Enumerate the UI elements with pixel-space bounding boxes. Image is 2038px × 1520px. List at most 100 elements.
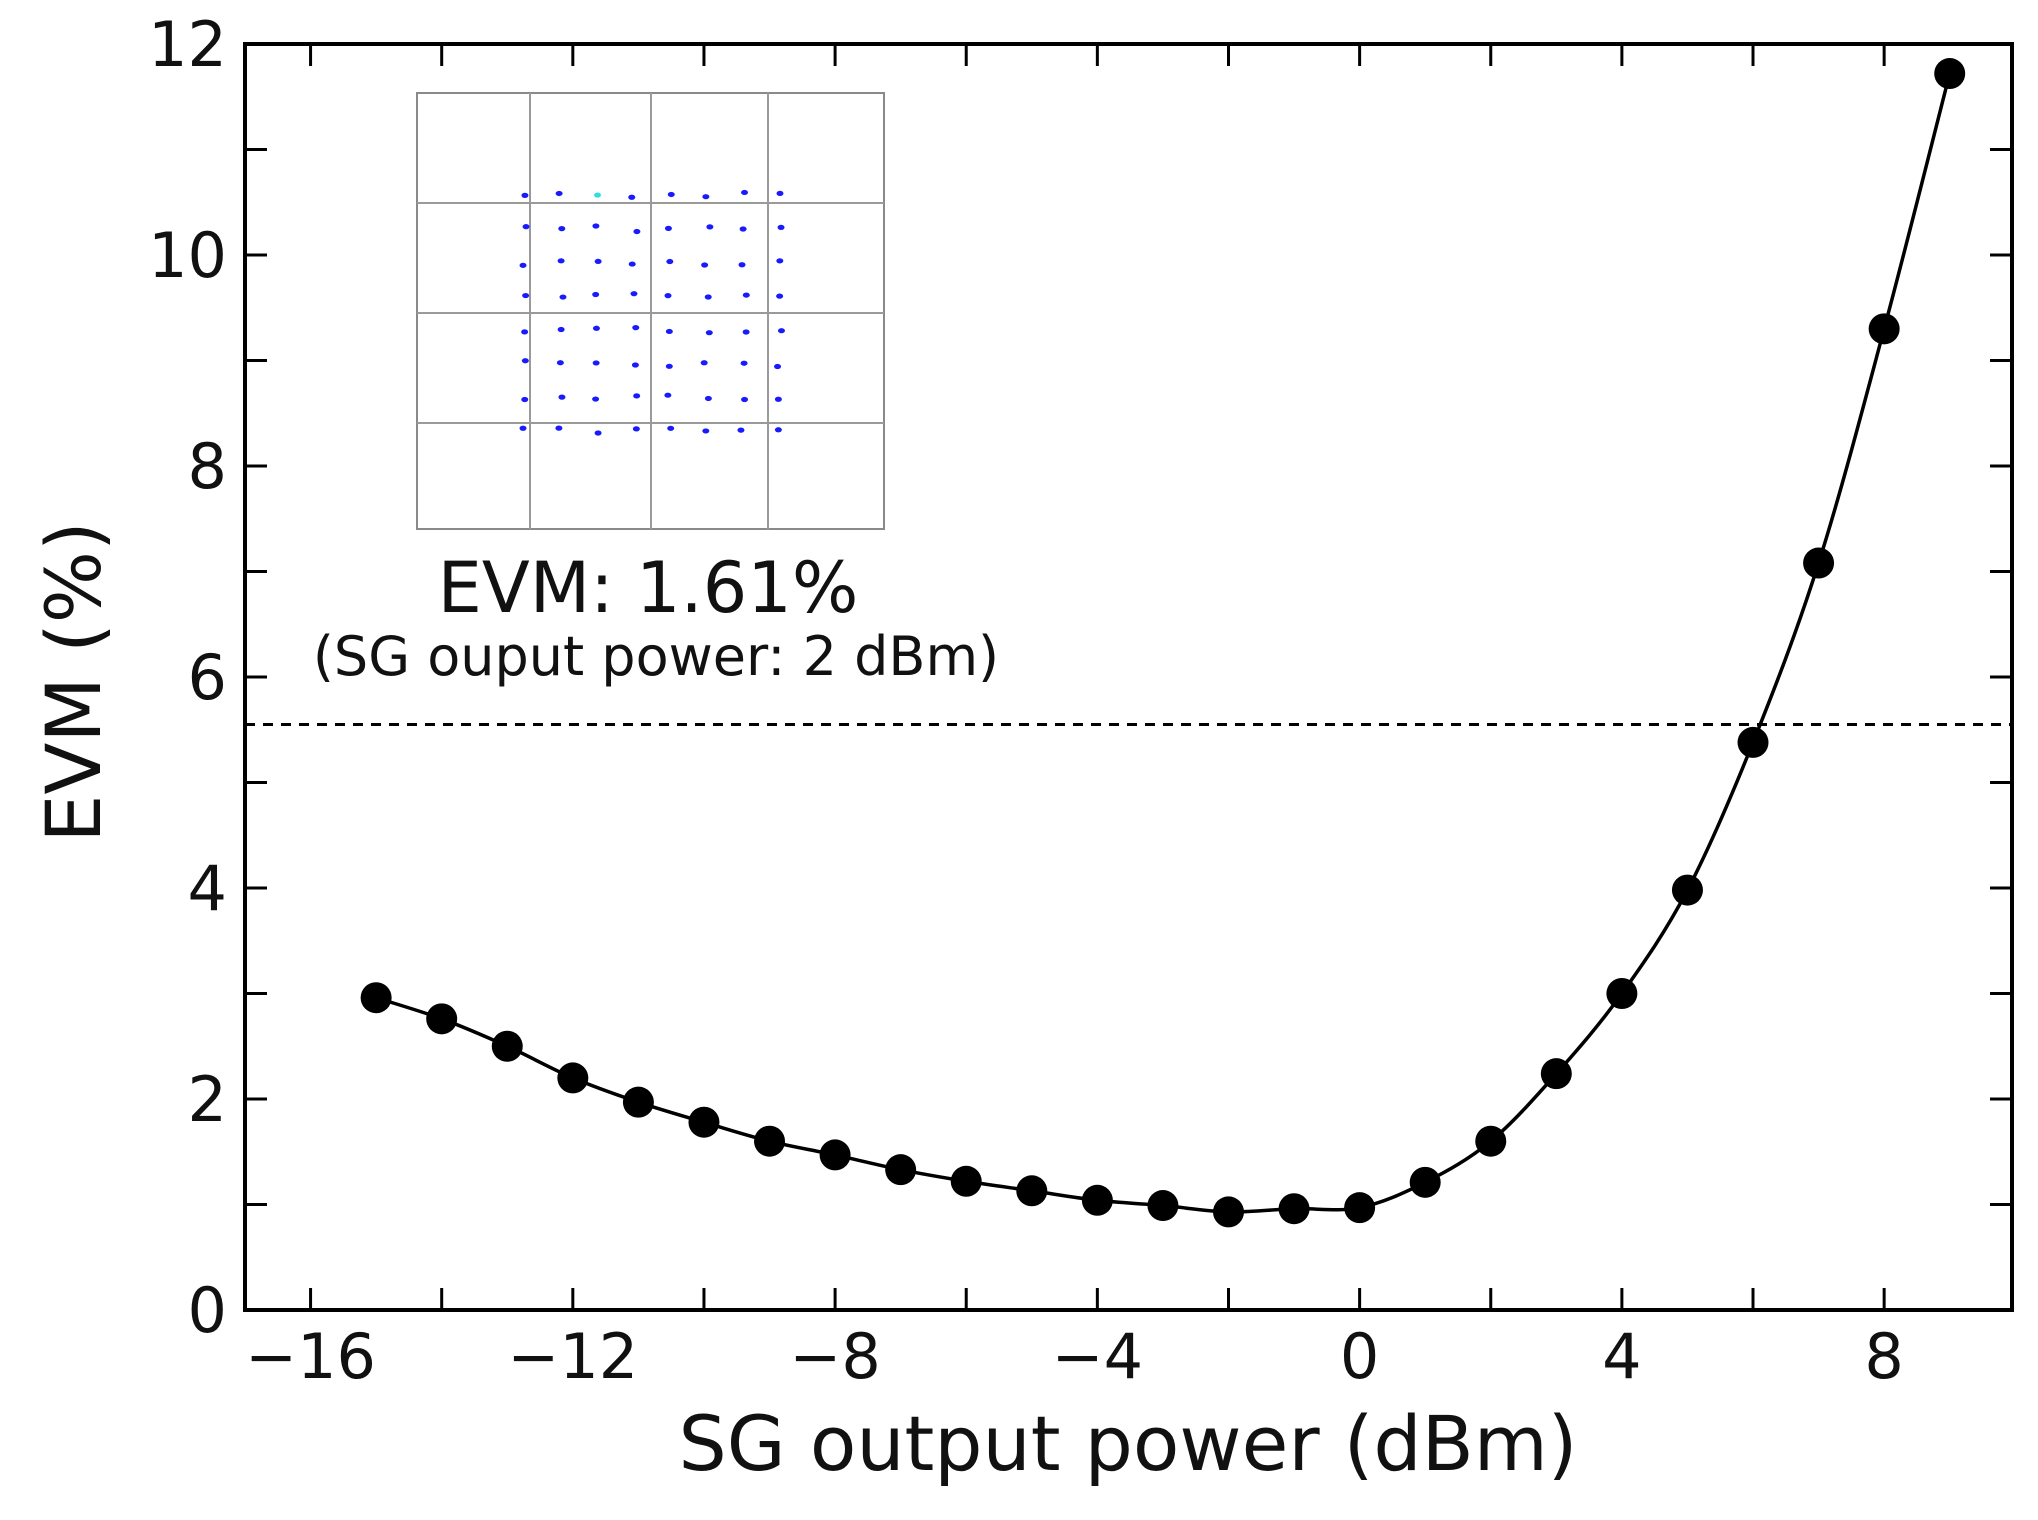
inset-grid: [417, 93, 884, 529]
constellation-point: [521, 358, 529, 364]
data-point: [360, 982, 392, 1014]
data-point: [426, 1003, 458, 1035]
x-tick-label: −16: [245, 1320, 376, 1393]
constellation-point: [700, 360, 708, 366]
data-point: [1344, 1192, 1376, 1224]
data-point: [688, 1106, 720, 1138]
constellation-point: [774, 396, 782, 402]
constellation-point: [592, 325, 600, 331]
x-tick-label: 8: [1864, 1320, 1903, 1393]
constellation-point: [522, 292, 530, 299]
y-axis-title: EVM (%): [29, 521, 118, 842]
constellation-point: [664, 293, 672, 299]
constellation-point: [702, 194, 710, 200]
constellation-point: [594, 192, 602, 198]
constellation-point: [664, 392, 672, 398]
x-tick-label: −8: [789, 1320, 880, 1393]
constellation-point: [741, 396, 749, 403]
constellation-point: [628, 194, 636, 200]
inset-title: EVM: 1.61%: [438, 547, 859, 629]
x-tick-label: −4: [1052, 1320, 1143, 1393]
y-tick-label: 4: [188, 852, 227, 925]
constellation-point: [555, 425, 563, 431]
y-tick-label: 8: [188, 430, 227, 503]
constellation-point: [592, 396, 600, 402]
series-layer: [360, 58, 1966, 1228]
inset-subtitle: (SG ouput power: 2 dBm): [313, 625, 999, 688]
data-point: [1671, 874, 1703, 906]
x-tick-label: 0: [1340, 1320, 1379, 1393]
constellation-point: [776, 258, 784, 264]
constellation-point: [557, 326, 565, 333]
constellation-point: [664, 225, 672, 231]
constellation-point: [521, 396, 529, 403]
data-point: [1475, 1125, 1507, 1157]
data-point: [1278, 1193, 1310, 1225]
data-point: [1803, 547, 1835, 579]
constellation-point: [631, 362, 639, 368]
x-tick-label: −12: [507, 1320, 638, 1393]
evm-series-line: [375, 73, 1952, 1214]
data-point: [1409, 1166, 1441, 1198]
constellation-point: [667, 191, 675, 198]
constellation-point: [522, 224, 530, 230]
data-point: [1540, 1058, 1572, 1090]
constellation-point: [738, 262, 746, 268]
constellation-point: [665, 363, 673, 369]
constellation-point: [665, 328, 673, 335]
constellation-point: [628, 261, 636, 267]
constellation-point: [777, 224, 785, 230]
constellation-point: [633, 228, 641, 235]
data-point: [1147, 1190, 1179, 1222]
data-point: [1737, 726, 1769, 758]
data-point: [557, 1062, 589, 1094]
y-tick-label: 6: [188, 641, 227, 714]
constellation-point: [741, 189, 749, 196]
constellation-point: [777, 328, 785, 334]
data-point: [1016, 1175, 1048, 1207]
constellation-point: [556, 360, 564, 366]
constellation-point: [742, 292, 750, 298]
constellation-point: [742, 329, 750, 335]
constellation-point: [559, 294, 567, 300]
data-point: [754, 1125, 786, 1157]
constellation-point: [705, 330, 713, 336]
constellation-point: [592, 223, 600, 229]
constellation-point: [774, 427, 782, 433]
constellation-point: [519, 262, 527, 268]
constellation-point: [521, 192, 529, 198]
constellation-point: [519, 425, 527, 431]
constellation-point: [740, 360, 748, 366]
data-point: [622, 1086, 654, 1118]
constellation-point: [774, 363, 782, 370]
data-point: [950, 1165, 982, 1197]
constellation-point: [594, 258, 602, 265]
y-tick-label: 10: [148, 219, 227, 292]
constellation-point: [632, 426, 640, 432]
constellation-point: [558, 226, 566, 232]
y-tick-label: 12: [148, 8, 227, 81]
constellation-point: [592, 291, 600, 298]
constellation-point: [558, 394, 566, 400]
data-point: [1081, 1184, 1113, 1216]
constellation-point: [521, 329, 529, 335]
constellation-point: [739, 226, 747, 232]
constellation-point: [701, 262, 709, 268]
constellation-point: [704, 395, 712, 402]
data-point: [885, 1154, 917, 1186]
constellation-point: [776, 293, 784, 299]
y-tick-label: 2: [188, 1063, 227, 1136]
constellation-point: [633, 393, 641, 399]
data-point: [1868, 313, 1900, 345]
constellation-point: [704, 294, 712, 300]
inset-constellation-points: [519, 189, 785, 436]
constellation-point: [776, 190, 784, 197]
constellation-point: [557, 258, 565, 264]
constellation-point: [666, 258, 674, 265]
data-point: [819, 1139, 851, 1171]
data-point: [1606, 978, 1638, 1009]
constellation-point: [630, 291, 638, 297]
constellation-point: [702, 428, 710, 434]
constellation-point: [706, 224, 714, 230]
